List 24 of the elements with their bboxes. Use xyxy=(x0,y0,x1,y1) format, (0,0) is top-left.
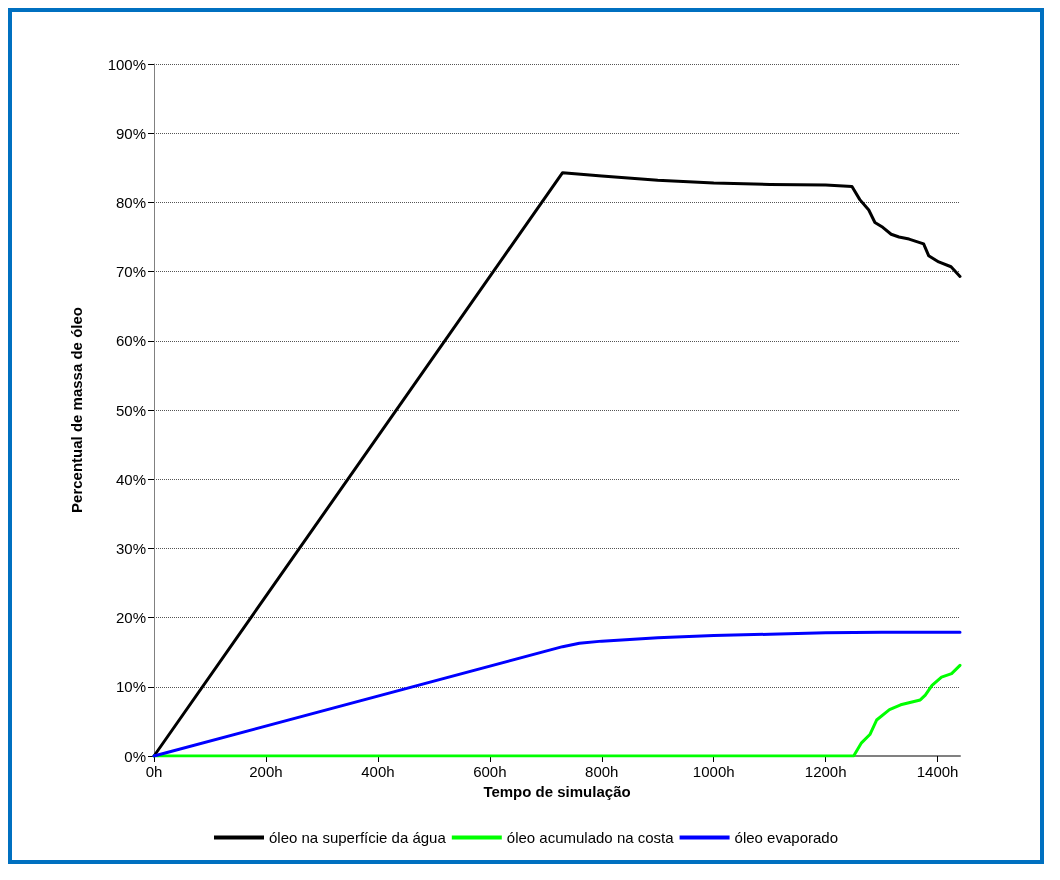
y-tick-label: 30% xyxy=(115,539,146,557)
legend-label: óleo na superfície da água xyxy=(269,829,447,846)
y-tick-label: 40% xyxy=(115,470,146,488)
y-axis-title: Percentual de massa de óleo xyxy=(68,307,85,513)
y-tick-label: 90% xyxy=(115,124,146,142)
x-tick-label: 1400h xyxy=(916,763,959,780)
y-tick-label: 60% xyxy=(115,332,146,350)
x-tick-label: 800h xyxy=(585,763,619,780)
x-tick-label: 1000h xyxy=(692,763,735,780)
x-tick-label: 1200h xyxy=(804,763,847,780)
legend-label: óleo acumulado na costa xyxy=(506,829,675,846)
legend-label: óleo evaporado xyxy=(734,829,838,846)
y-tick-label: 50% xyxy=(115,401,146,419)
x-tick-label: 600h xyxy=(473,763,507,780)
y-tick-label: 20% xyxy=(115,609,146,627)
x-tick-label: 0h xyxy=(145,763,163,780)
x-tick-label: 400h xyxy=(361,763,395,780)
y-tick-label: 100% xyxy=(107,55,146,73)
x-tick-label: 200h xyxy=(249,763,283,780)
y-tick-label: 0% xyxy=(124,747,146,765)
y-tick-label: 10% xyxy=(115,678,146,696)
y-tick-label: 80% xyxy=(115,193,146,211)
x-axis-title: Tempo de simulação xyxy=(483,783,631,800)
y-tick-label: 70% xyxy=(115,263,146,281)
